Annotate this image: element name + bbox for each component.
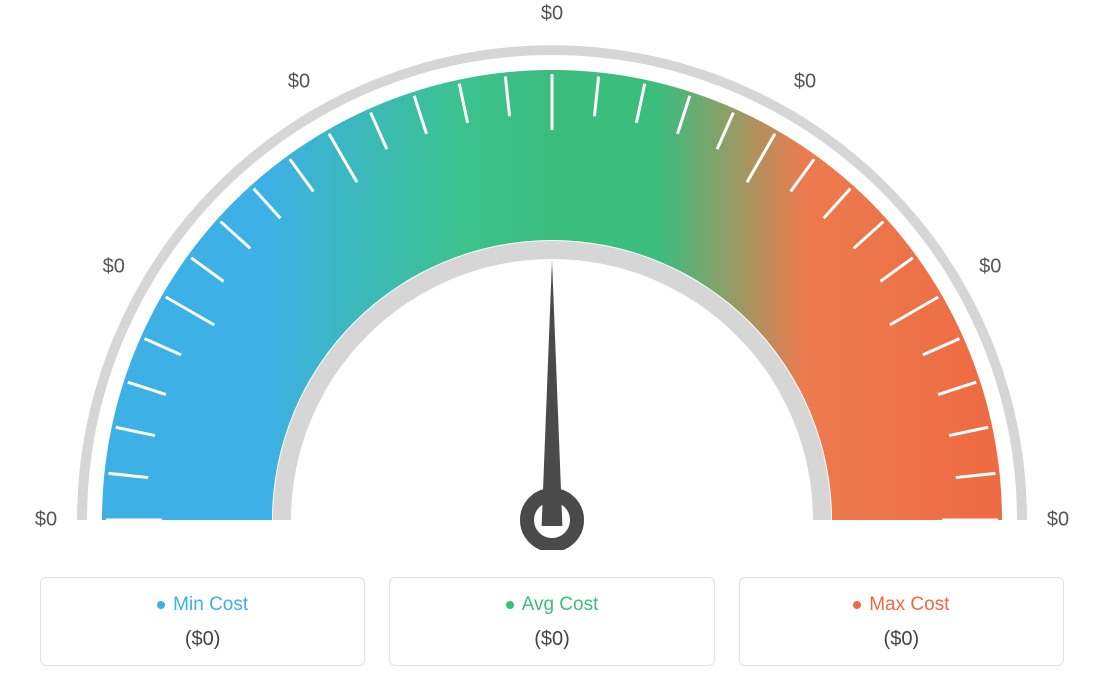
legend-card-min: Min Cost ($0) — [40, 577, 365, 666]
dot-icon — [853, 601, 861, 609]
gauge-svg — [0, 10, 1104, 550]
legend-min-value: ($0) — [51, 628, 354, 651]
legend-card-avg: Avg Cost ($0) — [389, 577, 714, 666]
legend-avg-label: Avg Cost — [522, 594, 599, 616]
legend-row: Min Cost ($0) Avg Cost ($0) Max Cost ($0… — [40, 577, 1064, 666]
gauge-tick-label: $0 — [103, 256, 125, 279]
dot-icon — [506, 601, 514, 609]
gauge-chart-container: $0 $0 $0 $0 $0 $0 $0 Min Cost ($0) Avg Cost ($… — [0, 0, 1104, 690]
dot-icon — [157, 601, 165, 609]
gauge-tick-label: $0 — [979, 256, 1001, 279]
legend-card-max: Max Cost ($0) — [739, 577, 1064, 666]
legend-max-title: Max Cost — [853, 594, 949, 616]
legend-max-label: Max Cost — [869, 594, 949, 616]
legend-max-value: ($0) — [750, 628, 1053, 651]
legend-avg-title: Avg Cost — [506, 594, 599, 616]
legend-min-label: Min Cost — [173, 594, 248, 616]
gauge-tick-label: $0 — [288, 70, 310, 93]
gauge-tick-label: $0 — [1047, 509, 1069, 532]
legend-min-title: Min Cost — [157, 594, 248, 616]
gauge-tick-label: $0 — [541, 3, 563, 26]
legend-avg-value: ($0) — [400, 628, 703, 651]
gauge-tick-label: $0 — [794, 70, 816, 93]
gauge-tick-label: $0 — [35, 509, 57, 532]
